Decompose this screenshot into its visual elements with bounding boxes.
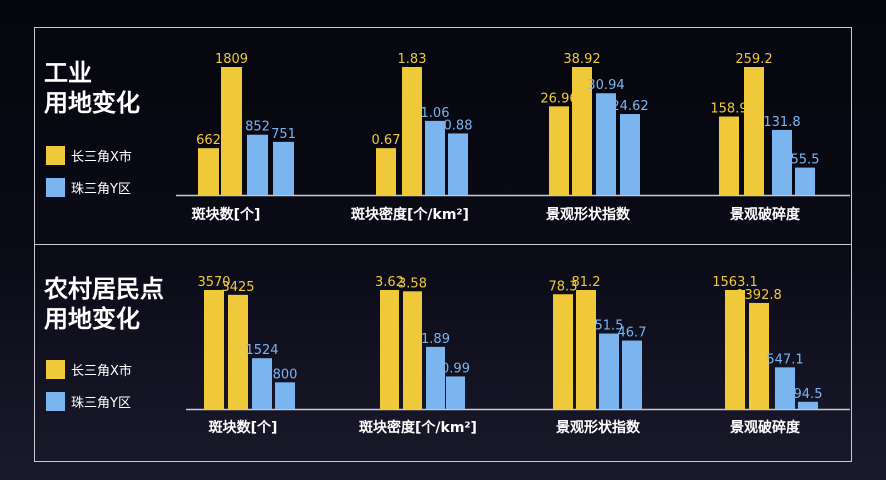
legend-label-series1: 长三角X市 [71,149,132,165]
legend-item-series1: 长三角X市 [46,144,132,166]
panel-title-line2: 用地变化 [44,305,140,333]
category-tick-label: 景观形状指数 [546,206,631,223]
bar [620,114,640,195]
bar-value-label: 800 [273,367,298,382]
bar [247,134,268,195]
bar-value-label: 26.96 [540,91,577,106]
legend-label-series1: 长三角X市 [71,363,132,379]
bar-value-label: 46.7 [618,326,647,341]
panel-title-line1: 工业 [44,59,92,87]
bar-value-label: 78.3 [549,279,578,294]
bar-value-label: 30.94 [587,78,624,93]
bar-value-label: 3.62 [375,275,404,290]
legend-item-series2: 珠三角Y区 [46,176,132,198]
legend-swatch-series2 [46,391,65,411]
bar-value-label: 55.5 [791,153,820,168]
legend-swatch-series1 [46,359,65,379]
bar [448,133,468,195]
bar-value-label: 131.8 [763,115,800,130]
bar [798,401,818,409]
bar-value-label: 24.62 [611,99,648,114]
bar-value-label: 1563.1 [712,275,758,290]
bar [402,67,422,195]
bar-value-label: 3425 [221,280,254,295]
category-tick-label: 斑块密度[个/km²] [351,206,469,223]
bar [576,290,596,409]
legend-label-series2: 珠三角Y区 [71,395,131,411]
bar-value-label: 51.5 [595,319,624,334]
bar [719,116,739,195]
bar [795,167,815,195]
bar-value-label: 1392.8 [736,288,782,303]
bar-value-label: 0.99 [441,361,470,376]
bar [725,290,745,409]
bar [275,382,295,409]
bar-value-label: 1.89 [421,332,450,347]
bar-value-label: 751 [271,127,296,142]
legend-swatch-series2 [46,177,65,197]
bar [775,367,795,409]
bar-value-label: 662 [196,133,221,148]
bar-value-label: 259.2 [735,52,772,67]
category-tick-label: 斑块密度[个/km²] [359,419,477,436]
legend-rural: 长三角X市 珠三角Y区 [46,358,132,422]
bar [380,290,399,409]
bar [772,129,792,195]
bar [596,93,616,195]
bar-value-label: 3.58 [398,276,427,291]
bar-value-label: 1809 [215,52,248,67]
bar [403,291,422,409]
bar [572,67,592,195]
bar-value-label: 0.67 [372,133,401,148]
bar-value-label: 158.9 [710,102,747,117]
bar [198,148,219,195]
category-tick-label: 景观形状指数 [556,419,641,436]
bar-value-label: 81.2 [572,275,601,290]
category-tick-label: 景观破碎度 [730,206,801,223]
legend-swatch-series1 [46,145,65,165]
bar-value-label: 3570 [197,275,230,290]
category-tick-label: 景观破碎度 [730,419,801,436]
bar-value-label: 1524 [245,343,278,358]
bar [425,120,445,195]
bar-value-label: 547.1 [766,352,803,367]
bar [228,294,248,409]
category-tick-label: 斑块数[个] [209,419,278,436]
bar [376,148,396,195]
bar-value-label: 94.5 [794,387,823,402]
legend-industrial: 长三角X市 珠三角Y区 [46,144,132,208]
bar [622,340,642,409]
bar [744,67,764,195]
bar-value-label: 0.88 [444,118,473,133]
legend-item-series1: 长三角X市 [46,358,132,380]
bar [549,106,569,195]
bar-value-label: 852 [245,120,270,135]
panel-title-line1: 农村居民点 [44,275,164,303]
bar [252,358,272,409]
bar-value-label: 38.92 [563,52,600,67]
panel-title-rural: 农村居民点 用地变化 [44,274,164,334]
bar-value-label: 1.83 [398,52,427,67]
legend-item-series2: 珠三角Y区 [46,390,132,412]
bar-value-label: 1.06 [421,106,450,121]
panel-divider [34,244,852,245]
bar [446,376,465,409]
bar [426,346,445,409]
category-tick-label: 斑块数[个] [192,206,261,223]
bar [273,141,294,195]
bar [599,333,619,409]
bar [204,290,224,409]
legend-label-series2: 珠三角Y区 [71,181,131,197]
bar [221,67,242,195]
panel-title-industrial: 工业 用地变化 [44,58,140,118]
bar [749,302,769,409]
bar [553,294,573,409]
panel-title-line2: 用地变化 [44,89,140,117]
